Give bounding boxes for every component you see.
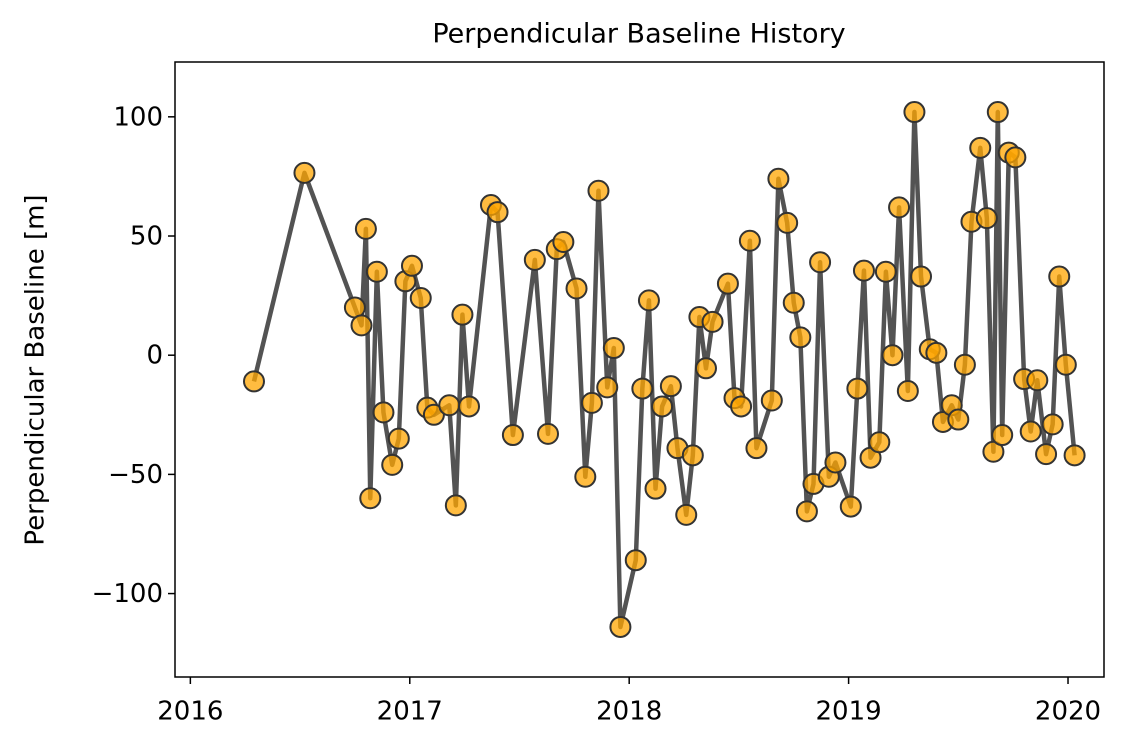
data-point — [400, 254, 423, 277]
data-point — [537, 422, 560, 445]
x-tick-label: 2019 — [816, 697, 882, 727]
data-point — [881, 344, 904, 367]
data-point — [350, 314, 373, 337]
y-axis-label: Perpendicular Baseline [m] — [21, 194, 51, 545]
data-point — [381, 453, 404, 476]
data-point — [1054, 353, 1077, 376]
data-point — [644, 477, 667, 500]
x-tick-label: 2016 — [157, 697, 223, 727]
series-line — [251, 109, 1077, 630]
data-point — [365, 260, 388, 283]
data-point — [969, 136, 992, 159]
data-point — [359, 487, 382, 510]
data-point — [953, 353, 976, 376]
data-point — [910, 265, 933, 288]
data-point — [675, 503, 698, 526]
data-point — [738, 229, 761, 252]
data-point — [1035, 443, 1058, 466]
data-point — [637, 289, 660, 312]
data-point — [839, 495, 862, 518]
data-point — [409, 286, 432, 309]
data-point — [1041, 413, 1064, 436]
data-point — [782, 291, 805, 314]
data-point — [745, 437, 768, 460]
y-tick-label: 0 — [146, 341, 163, 371]
data-point — [596, 376, 619, 399]
data-point — [776, 211, 799, 234]
data-point — [486, 201, 509, 224]
data-point — [767, 167, 790, 190]
data-point — [580, 391, 603, 414]
data-point — [523, 248, 546, 271]
data-point — [565, 277, 588, 300]
data-point — [975, 207, 998, 230]
data-point — [947, 408, 970, 431]
data-point — [624, 549, 647, 572]
data-point — [925, 341, 948, 364]
data-point — [293, 161, 316, 184]
data-point — [982, 440, 1005, 463]
data-point — [501, 424, 524, 447]
data-point — [602, 337, 625, 360]
data-point — [1004, 146, 1027, 169]
data-point — [631, 377, 654, 400]
data-point — [552, 230, 575, 253]
data-point — [991, 424, 1014, 447]
y-tick-label: 100 — [113, 102, 163, 132]
data-point — [1026, 369, 1049, 392]
y-tick-label: −50 — [108, 460, 163, 490]
y-tick-label: −100 — [92, 579, 163, 609]
data-point — [438, 394, 461, 417]
x-tick-label: 2020 — [1035, 697, 1101, 727]
data-point — [387, 427, 410, 450]
data-point — [868, 431, 891, 454]
data-point — [681, 444, 704, 467]
data-point — [896, 379, 919, 402]
x-tick-label: 2018 — [596, 697, 662, 727]
plot-frame — [174, 61, 1105, 678]
data-point — [888, 196, 911, 219]
data-point — [874, 260, 897, 283]
chart-title: Perpendicular Baseline History — [432, 19, 845, 50]
data-point — [587, 179, 610, 202]
data-point — [730, 395, 753, 418]
data-point — [372, 401, 395, 424]
data-point — [458, 395, 481, 418]
y-tick-label: 50 — [130, 222, 163, 252]
data-point — [795, 500, 818, 523]
data-point — [760, 389, 783, 412]
data-point — [574, 465, 597, 488]
data-point — [451, 303, 474, 326]
data-point — [242, 370, 265, 393]
data-point — [809, 251, 832, 274]
data-point — [846, 377, 869, 400]
data-point — [903, 101, 926, 124]
data-point — [354, 217, 377, 240]
data-point — [694, 357, 717, 380]
data-point — [986, 101, 1009, 124]
data-point — [1048, 265, 1071, 288]
x-tick-label: 2017 — [377, 697, 443, 727]
data-point — [651, 395, 674, 418]
data-point — [609, 615, 632, 638]
data-point — [716, 272, 739, 295]
data-point — [1019, 420, 1042, 443]
data-point — [1063, 444, 1086, 467]
data-point — [824, 451, 847, 474]
data-point — [789, 326, 812, 349]
data-point — [659, 375, 682, 398]
data-point — [701, 310, 724, 333]
data-point — [852, 259, 875, 282]
data-point — [444, 494, 467, 517]
